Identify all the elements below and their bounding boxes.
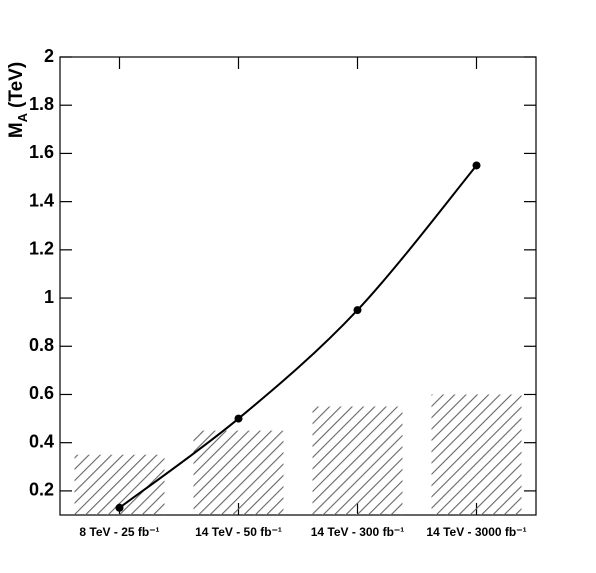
limit-curve bbox=[118, 164, 478, 509]
hatched-bar bbox=[312, 406, 403, 515]
y-tick-label: 0.2 bbox=[29, 480, 54, 500]
x-tick-label: 8 TeV - 25 fb⁻¹ bbox=[79, 525, 159, 539]
y-tick-label: 1.2 bbox=[29, 239, 54, 259]
hatched-bar bbox=[193, 430, 284, 515]
hatched-bar bbox=[431, 394, 522, 515]
point bbox=[353, 306, 362, 315]
x-tick-label: 14 TeV - 300 fb⁻¹ bbox=[311, 525, 404, 539]
y-tick-label: 1 bbox=[44, 287, 54, 307]
x-tick-label: 14 TeV - 3000 fb⁻¹ bbox=[426, 525, 526, 539]
y-tick-label: 1.8 bbox=[29, 94, 54, 114]
y-tick-label: 1.6 bbox=[29, 142, 54, 162]
y-tick-label: 0.8 bbox=[29, 335, 54, 355]
point bbox=[472, 161, 481, 170]
plot-frame bbox=[59, 56, 537, 516]
y-tick-label: 0.6 bbox=[29, 383, 54, 403]
y-axis-label: MA (TeV) bbox=[6, 62, 30, 138]
y-label-sub: A bbox=[15, 112, 30, 122]
y-label-unit: (TeV) bbox=[6, 62, 27, 108]
y-tick-label: 1.4 bbox=[29, 190, 54, 210]
x-tick-label: 14 TeV - 50 fb⁻¹ bbox=[195, 525, 282, 539]
point bbox=[115, 503, 124, 512]
y-tick-label: 2 bbox=[44, 46, 54, 66]
point bbox=[234, 414, 243, 423]
y-label-main: M bbox=[6, 122, 27, 138]
y-tick-label: 0.4 bbox=[29, 431, 54, 451]
